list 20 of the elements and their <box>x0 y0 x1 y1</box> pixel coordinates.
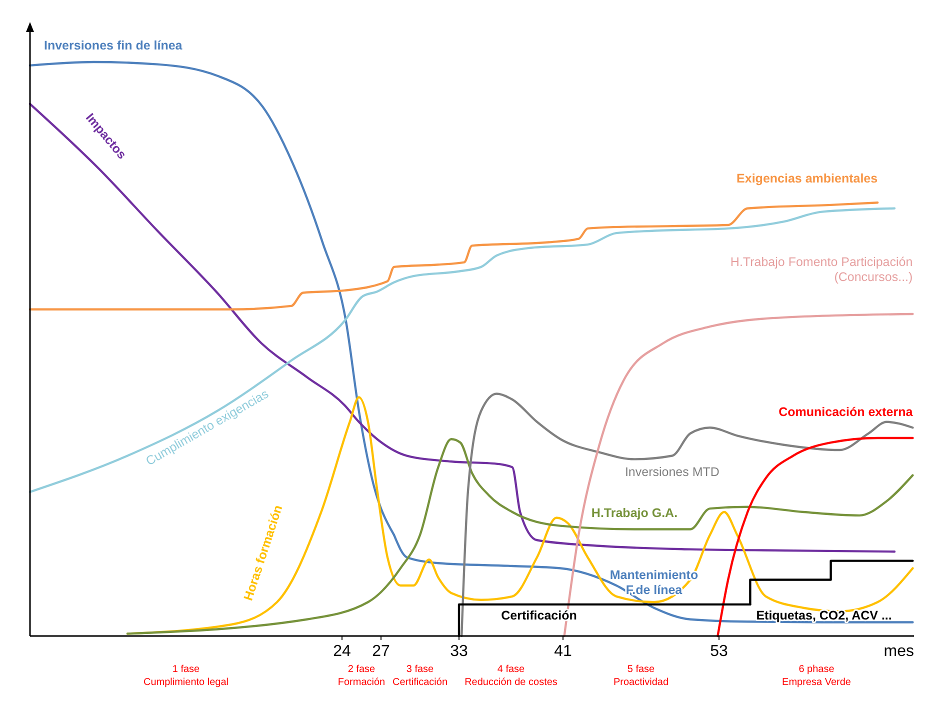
text: 4 fase Reducción de costes <box>464 664 558 688</box>
x-tick-label: 41 <box>554 643 572 660</box>
x-axis-title: mes <box>884 643 914 660</box>
series-label: Exigencias ambientales <box>736 172 878 186</box>
x-tick-label: 27 <box>372 643 390 660</box>
series-label: H.Trabajo G.A. <box>591 506 678 520</box>
text: 6 phase Empresa Verde <box>782 664 852 688</box>
text: 1 fase Cumplimiento legal <box>143 664 229 688</box>
series-label: Certificación <box>501 608 577 622</box>
text: H.Trabajo Fomento Participación (Concursos...) <box>730 254 913 284</box>
text: 3 fase Certificación <box>392 664 448 688</box>
series-label: Etiquetas, CO2, ACV ... <box>756 608 892 622</box>
series-label: Inversiones MTD <box>624 464 720 479</box>
series-label: Inversiones fin de línea <box>44 38 184 52</box>
series-label: Comunicación externa <box>778 404 914 419</box>
text: 5 fase Proactividad <box>613 664 669 688</box>
x-tick-label: 53 <box>710 643 728 660</box>
x-tick-label: 24 <box>333 643 351 660</box>
text: 2 fase Formación <box>338 664 386 688</box>
x-tick-label: 33 <box>450 643 468 660</box>
